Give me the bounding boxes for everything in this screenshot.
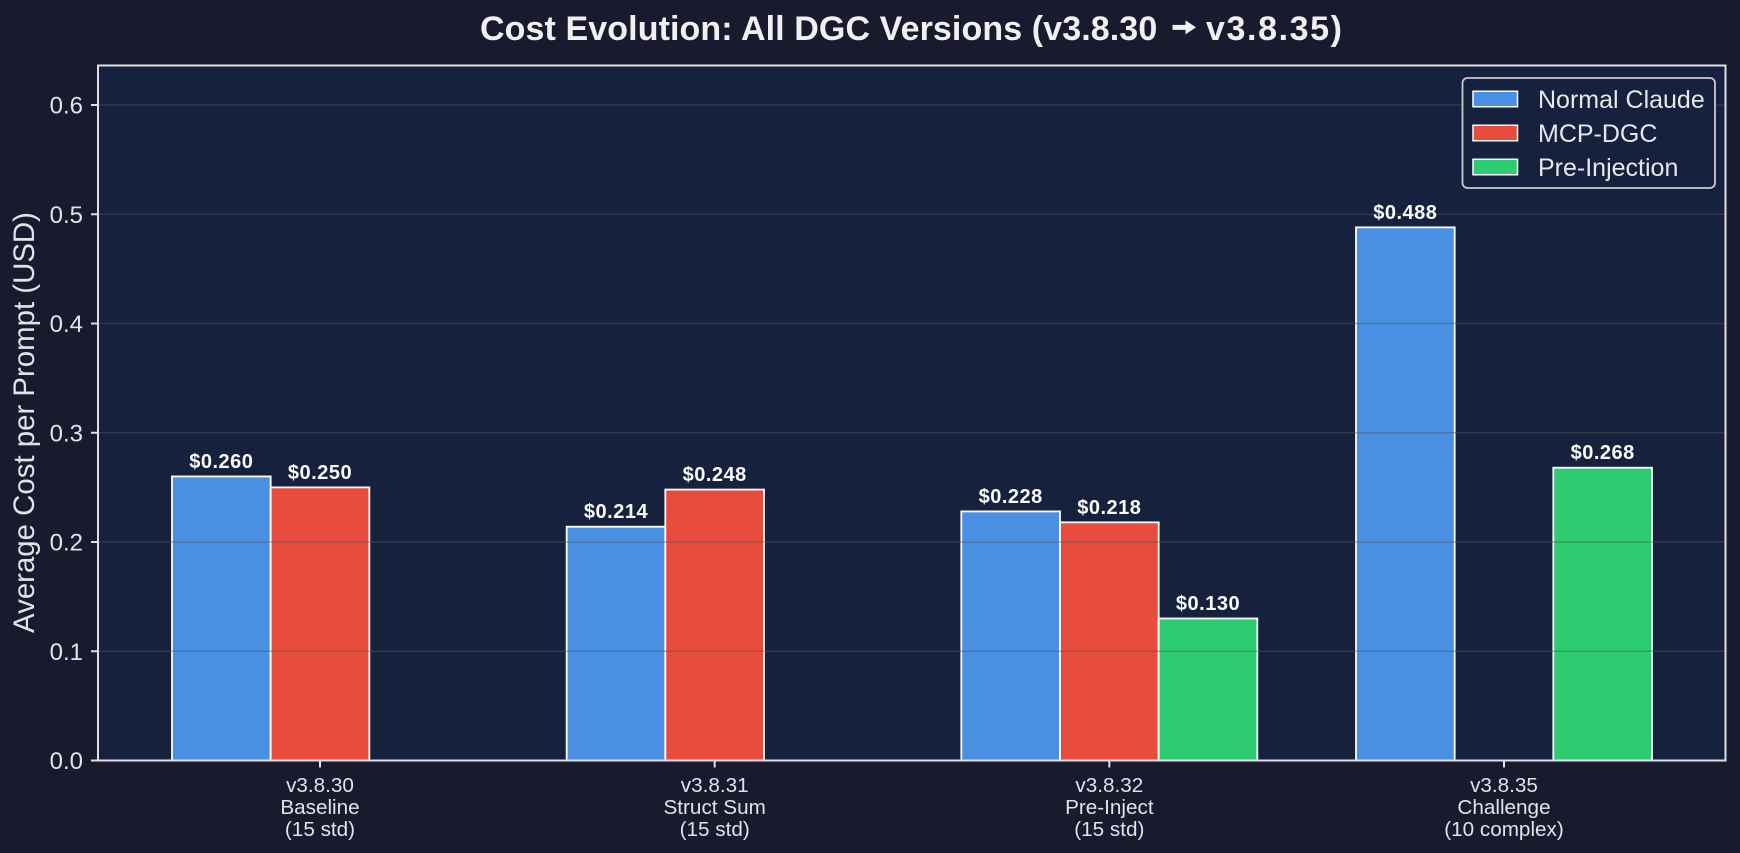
svg-text:$0.218: $0.218 [1077,497,1141,519]
svg-text:(15 std): (15 std) [1074,818,1144,841]
svg-text:$0.488: $0.488 [1373,202,1437,224]
svg-text:(10 complex): (10 complex) [1444,818,1564,841]
svg-text:Struct Sum: Struct Sum [664,796,766,819]
svg-text:$0.228: $0.228 [979,486,1043,508]
svg-text:v3.8.35): v3.8.35) [1206,10,1344,48]
svg-text:0.5: 0.5 [50,202,83,229]
svg-text:v3.8.30: v3.8.30 [286,774,354,797]
svg-text:Challenge: Challenge [1457,796,1550,819]
svg-text:$0.214: $0.214 [584,501,649,523]
svg-text:Baseline: Baseline [280,796,359,819]
svg-text:$0.130: $0.130 [1176,593,1240,615]
svg-text:0.1: 0.1 [50,639,83,666]
svg-text:v3.8.32: v3.8.32 [1075,774,1143,797]
svg-text:0.0: 0.0 [50,748,83,775]
svg-text:(15 std): (15 std) [285,818,355,841]
svg-text:$0.260: $0.260 [189,451,253,473]
svg-text:$0.248: $0.248 [683,464,747,486]
svg-text:0.4: 0.4 [50,311,83,338]
svg-text:Normal Claude: Normal Claude [1538,86,1705,114]
svg-text:v3.8.31: v3.8.31 [681,774,749,797]
svg-text:0.3: 0.3 [50,420,83,447]
svg-text:0.2: 0.2 [50,530,83,557]
svg-text:(15 std): (15 std) [680,818,750,841]
svg-text:Pre-Injection: Pre-Injection [1538,154,1678,182]
svg-text:0.6: 0.6 [50,93,83,120]
svg-text:Cost Evolution: All DGC Versio: Cost Evolution: All DGC Versions (v3.8.3… [480,10,1157,48]
svg-text:$0.268: $0.268 [1571,442,1635,464]
svg-text:MCP-DGC: MCP-DGC [1538,120,1657,148]
svg-text:Pre-Inject: Pre-Inject [1065,796,1154,819]
svg-text:$0.250: $0.250 [288,462,352,484]
svg-text:Average Cost per Prompt (USD): Average Cost per Prompt (USD) [8,212,41,633]
svg-text:v3.8.35: v3.8.35 [1470,774,1538,797]
